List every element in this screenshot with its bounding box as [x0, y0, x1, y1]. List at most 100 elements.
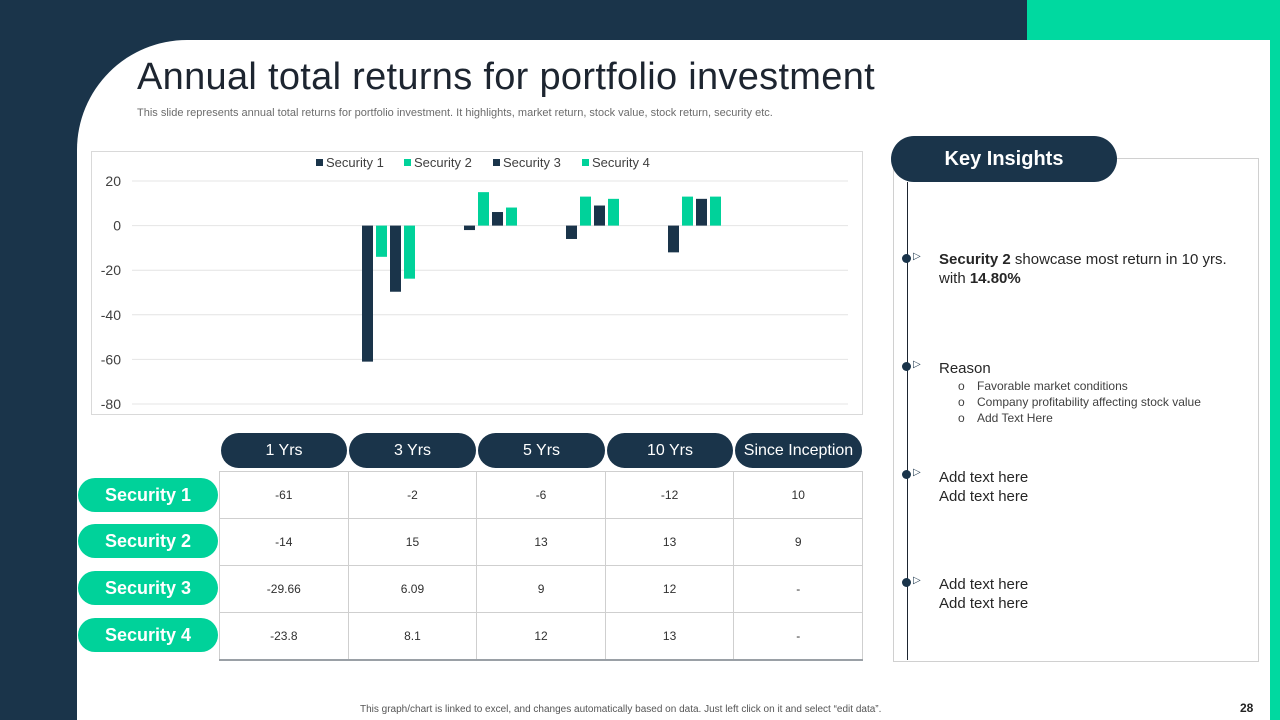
insight-3-line-2: Add text here — [939, 487, 1028, 506]
table-cell: - — [734, 613, 863, 661]
row-label-security-1: Security 1 — [78, 478, 218, 512]
bar — [580, 197, 591, 226]
slide-title: Annual total returns for portfolio inves… — [137, 56, 875, 99]
table-cell: 8.1 — [348, 613, 477, 661]
bar — [376, 226, 387, 257]
list-item: o Favorable market conditions — [958, 378, 1201, 394]
table-cell: 9 — [734, 519, 863, 566]
bar — [478, 192, 489, 225]
row-label-security-4: Security 4 — [78, 618, 218, 652]
table-cell: -29.66 — [220, 566, 349, 613]
timeline-dot — [902, 254, 911, 263]
list-item: o Add Text Here — [958, 410, 1201, 426]
row-label-security-2: Security 2 — [78, 524, 218, 558]
insight-item-2-label: Reason — [939, 359, 991, 378]
bar — [566, 226, 577, 239]
y-tick-label: -20 — [101, 262, 121, 278]
insight-3-line-1: Add text here — [939, 468, 1028, 487]
accent-bar-right — [1270, 40, 1280, 720]
sub-text: Add Text Here — [977, 411, 1053, 425]
y-tick-label: 20 — [105, 173, 121, 189]
table-cell: 10 — [734, 472, 863, 519]
legend-label: Security 4 — [592, 155, 650, 170]
insight-1-bold-percent: 14.80% — [970, 270, 1021, 287]
key-insights-heading: Key Insights — [891, 136, 1117, 182]
table-cell: 13 — [605, 613, 734, 661]
insight-4-line-2: Add text here — [939, 594, 1028, 613]
bar — [404, 226, 415, 279]
col-header-3-yrs: 3 Yrs — [349, 433, 476, 468]
table-cell: - — [734, 566, 863, 613]
bar — [668, 226, 679, 253]
bar — [594, 206, 605, 226]
returns-table: -61 -2 -6 -12 10 -14 15 13 13 9 -29.66 6… — [219, 471, 863, 661]
table-row: -14 15 13 13 9 — [220, 519, 863, 566]
bar — [506, 208, 517, 226]
bar — [710, 197, 721, 226]
table-row: -61 -2 -6 -12 10 — [220, 472, 863, 519]
table-cell: 13 — [605, 519, 734, 566]
y-tick-label: -40 — [101, 307, 121, 323]
table-cell: 9 — [477, 566, 606, 613]
y-tick-label: -80 — [101, 396, 121, 412]
legend-swatch — [582, 159, 589, 166]
circle-bullet-icon: o — [958, 378, 977, 394]
insight-item-3: Add text here Add text here — [939, 468, 1028, 506]
circle-bullet-icon: o — [958, 410, 977, 426]
accent-block-top — [1027, 0, 1280, 40]
legend-label: Security 2 — [414, 155, 472, 170]
slide-subtitle: This slide represents annual total retur… — [137, 107, 773, 119]
insight-item-4: Add text here Add text here — [939, 575, 1028, 613]
timeline-dot — [902, 578, 911, 587]
table-cell: -14 — [220, 519, 349, 566]
sub-text: Company profitability affecting stock va… — [977, 395, 1201, 409]
table-cell: -12 — [605, 472, 734, 519]
table-cell: -6 — [477, 472, 606, 519]
triangle-right-icon: ▷ — [913, 251, 921, 262]
col-header-since-inception: Since Inception — [735, 433, 862, 468]
legend-swatch — [316, 159, 323, 166]
table-row: -29.66 6.09 9 12 - — [220, 566, 863, 613]
table-cell: -61 — [220, 472, 349, 519]
y-tick-label: 0 — [113, 218, 121, 234]
page-number: 28 — [1240, 701, 1253, 715]
table-cell: 12 — [477, 613, 606, 661]
col-header-10-yrs: 10 Yrs — [607, 433, 733, 468]
col-header-1-yrs: 1 Yrs — [221, 433, 347, 468]
insight-1-bold-security: Security 2 — [939, 251, 1011, 268]
triangle-right-icon: ▷ — [913, 467, 921, 478]
bar — [464, 226, 475, 230]
table-cell: 13 — [477, 519, 606, 566]
insight-item-1: Security 2 showcase most return in 10 yr… — [939, 250, 1239, 288]
legend-label: Security 3 — [503, 155, 561, 170]
chart-svg: 20 0 -20 -40 -60 -80 Security 1 Security 2 Secur… — [92, 152, 862, 414]
table-cell: 12 — [605, 566, 734, 613]
insight-4-line-1: Add text here — [939, 575, 1028, 594]
bar — [390, 226, 401, 292]
bar — [362, 226, 373, 362]
table-row: -23.8 8.1 12 13 - — [220, 613, 863, 661]
footer-note: This graph/chart is linked to excel, and… — [360, 704, 881, 715]
triangle-right-icon: ▷ — [913, 575, 921, 586]
timeline-dot — [902, 470, 911, 479]
sub-text: Favorable market conditions — [977, 379, 1128, 393]
legend-swatch — [493, 159, 500, 166]
bar — [696, 199, 707, 226]
col-header-5-yrs: 5 Yrs — [478, 433, 605, 468]
circle-bullet-icon: o — [958, 394, 977, 410]
legend-label: Security 1 — [326, 155, 384, 170]
triangle-right-icon: ▷ — [913, 359, 921, 370]
row-label-security-3: Security 3 — [78, 571, 218, 605]
insight-item-2-subs: o Favorable market conditions o Company pr… — [958, 378, 1201, 426]
timeline-dot — [902, 362, 911, 371]
table-cell: 15 — [348, 519, 477, 566]
list-item: o Company profitability affecting stock v… — [958, 394, 1201, 410]
legend-swatch — [404, 159, 411, 166]
table-cell: -23.8 — [220, 613, 349, 661]
y-tick-label: -60 — [101, 351, 121, 367]
table-cell: 6.09 — [348, 566, 477, 613]
table-cell: -2 — [348, 472, 477, 519]
bar — [682, 197, 693, 226]
returns-chart[interactable]: 20 0 -20 -40 -60 -80 Security 1 Security 2 Secur… — [91, 151, 863, 415]
bar — [492, 212, 503, 226]
